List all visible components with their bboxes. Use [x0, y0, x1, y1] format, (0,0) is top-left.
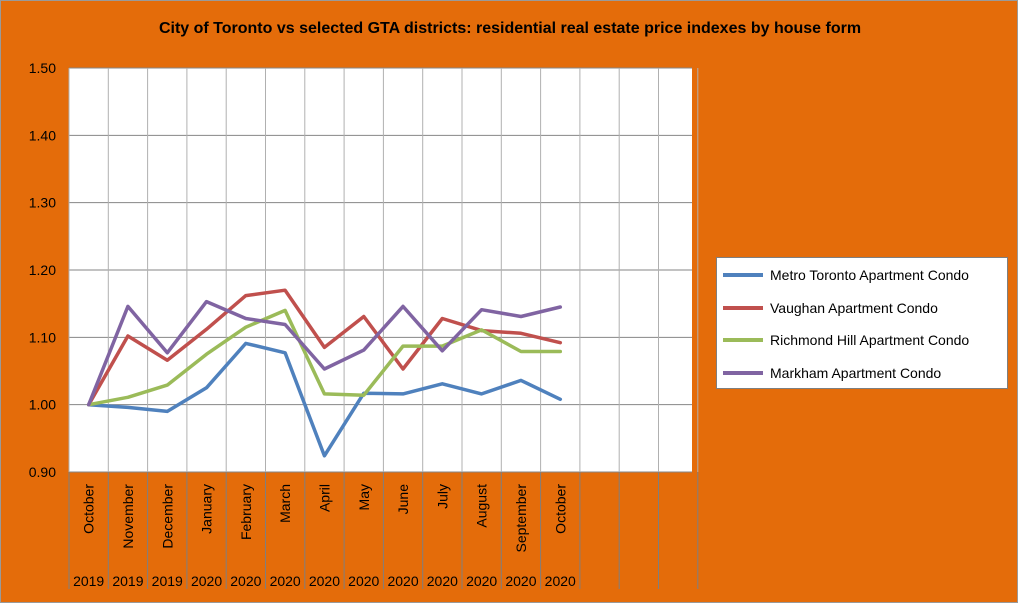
series-line — [86, 341, 563, 458]
legend-item: Markham Apartment Condo — [723, 363, 941, 383]
x-tick-label-month: September — [513, 484, 529, 553]
y-tick-label: 1.40 — [29, 127, 56, 143]
x-tick-label-year: 2020 — [387, 573, 418, 589]
legend-item: Metro Toronto Apartment Condo — [723, 265, 969, 285]
x-tick-label-month: June — [395, 484, 411, 515]
legend-label: Markham Apartment Condo — [770, 364, 942, 381]
legend-item: Richmond Hill Apartment Condo — [723, 330, 969, 350]
legend-item: Vaughan Apartment Condo — [723, 298, 938, 318]
series-line — [86, 299, 563, 407]
x-tick-label-year: 2020 — [270, 573, 301, 589]
x-tick-label-month: March — [277, 484, 293, 523]
x-tick-label-year: 2020 — [230, 573, 261, 589]
legend-label: Richmond Hill Apartment Condo — [770, 332, 970, 348]
y-tick-label: 0.90 — [29, 464, 56, 480]
x-tick-label-month: April — [316, 484, 332, 512]
x-tick-label-month: May — [356, 484, 372, 510]
x-tick-label-month: October — [81, 484, 97, 534]
x-tick-label-year: 2020 — [466, 573, 497, 589]
y-tick-label: 1.00 — [29, 397, 56, 413]
x-tick-label-month: October — [552, 484, 568, 534]
x-tick-label-year: 2020 — [427, 573, 458, 589]
legend-swatch — [723, 370, 763, 375]
y-tick-label: 1.20 — [29, 262, 56, 278]
legend: Metro Toronto Apartment Condo Vaughan Apa… — [716, 257, 1008, 389]
x-tick-label-year: 2020 — [545, 573, 576, 589]
series-line — [86, 308, 563, 407]
x-tick-label-month: July — [434, 484, 450, 509]
x-tick-label-year: 2019 — [152, 573, 183, 589]
x-tick-label-month: January — [199, 484, 215, 534]
x-tick-label-month: December — [159, 484, 175, 549]
x-tick-label-year: 2020 — [309, 573, 340, 589]
x-tick-label-year: 2019 — [112, 573, 143, 589]
legend-label: Vaughan Apartment Condo — [770, 299, 938, 316]
legend-swatch — [723, 338, 763, 342]
x-tick-label-month: February — [238, 484, 254, 540]
y-tick-label: 1.10 — [29, 329, 56, 345]
y-tick-label: 1.50 — [29, 60, 56, 76]
chart-title: City of Toronto vs selected GTA district… — [158, 20, 862, 37]
x-tick-label-month: August — [474, 484, 490, 528]
x-tick-label-month: November — [120, 484, 136, 549]
x-tick-label-year: 2019 — [73, 573, 104, 589]
x-tick-label-year: 2020 — [505, 573, 536, 589]
x-tick-label-year: 2020 — [348, 573, 379, 589]
legend-swatch — [723, 305, 763, 310]
x-tick-label-year: 2020 — [191, 573, 222, 589]
y-tick-label: 1.30 — [29, 195, 56, 211]
legend-swatch — [723, 273, 763, 277]
legend-label: Metro Toronto Apartment Condo — [770, 267, 969, 283]
